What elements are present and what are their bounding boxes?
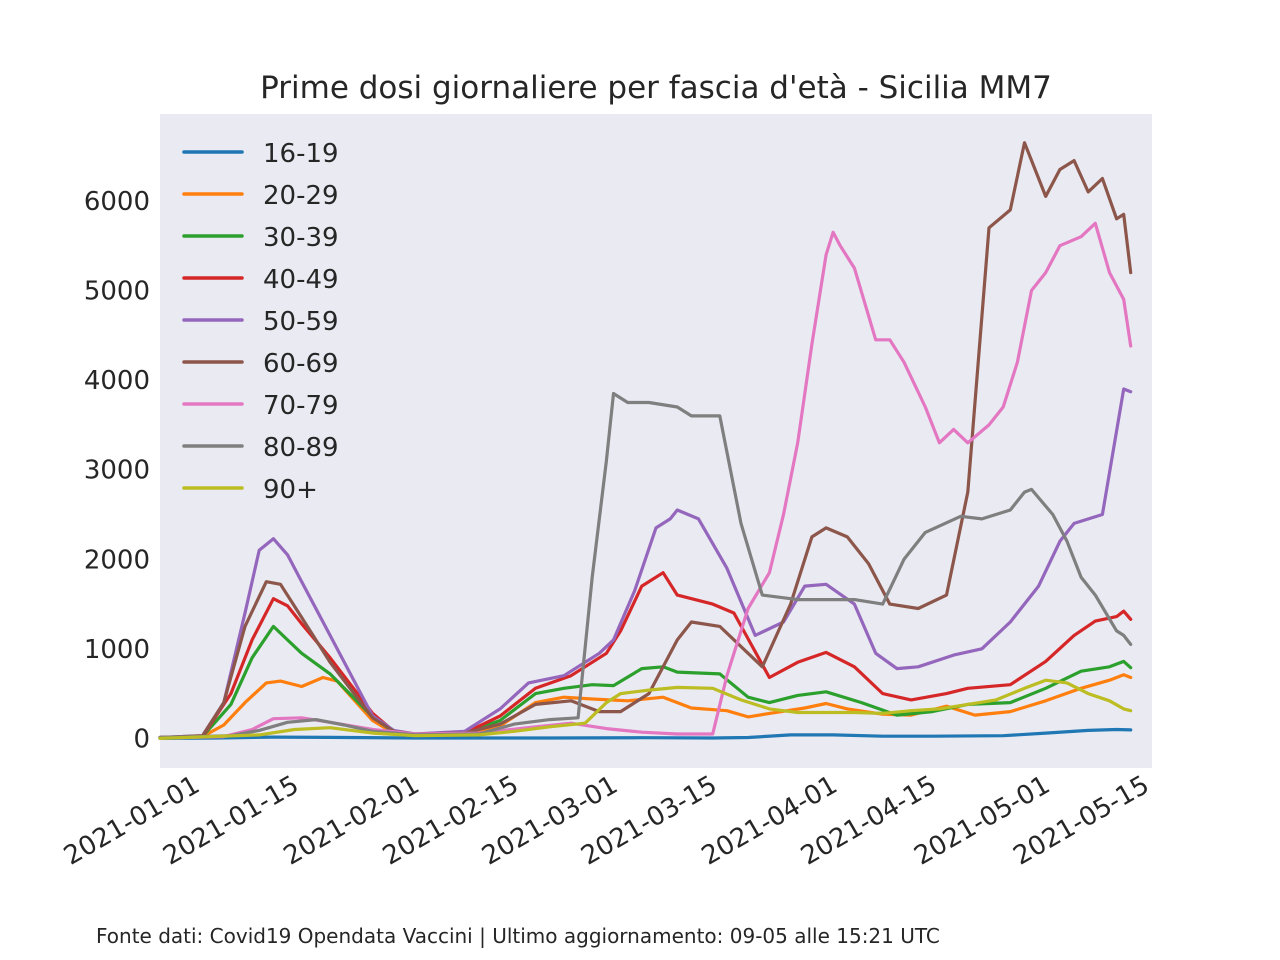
legend-label: 60-69 <box>263 349 339 379</box>
legend-label: 80-89 <box>263 433 339 463</box>
legend-label: 90+ <box>263 475 318 505</box>
series-line <box>158 387 1133 740</box>
plot-background <box>160 114 1152 768</box>
y-tick-label: 1000 <box>84 635 150 665</box>
series-line <box>158 141 1133 740</box>
y-tick-label: 5000 <box>84 276 150 306</box>
y-tick-label: 6000 <box>84 187 150 217</box>
series-line <box>158 727 1133 741</box>
y-axis-ticks: 0 1000 2000 3000 4000 5000 6000 <box>84 187 150 755</box>
legend-label: 40-49 <box>263 265 339 295</box>
x-axis-ticks: 2021-01-012021-01-152021-02-012021-02-15… <box>59 770 1154 872</box>
series-line <box>158 673 1133 740</box>
series-line <box>158 571 1133 740</box>
data-source-footer: Fonte dati: Covid19 Opendata Vaccini | U… <box>96 924 940 948</box>
legend: 16-19 20-29 30-39 40-49 50-59 60-69 70-79 80-89… <box>182 139 339 505</box>
chart-title: Prime dosi giornaliere per fascia d'età … <box>260 70 1052 106</box>
y-tick-label: 3000 <box>84 456 150 486</box>
legend-label: 16-19 <box>263 139 339 169</box>
legend-label: 20-29 <box>263 181 339 211</box>
y-tick-label: 2000 <box>84 545 150 575</box>
legend-label: 70-79 <box>263 391 339 421</box>
y-tick-label: 0 <box>133 724 150 754</box>
legend-label: 50-59 <box>263 307 339 337</box>
series-line <box>158 624 1133 740</box>
series-line <box>158 678 1133 741</box>
legend-label: 30-39 <box>263 223 339 253</box>
y-tick-label: 4000 <box>84 366 150 396</box>
series-lines <box>158 141 1133 741</box>
